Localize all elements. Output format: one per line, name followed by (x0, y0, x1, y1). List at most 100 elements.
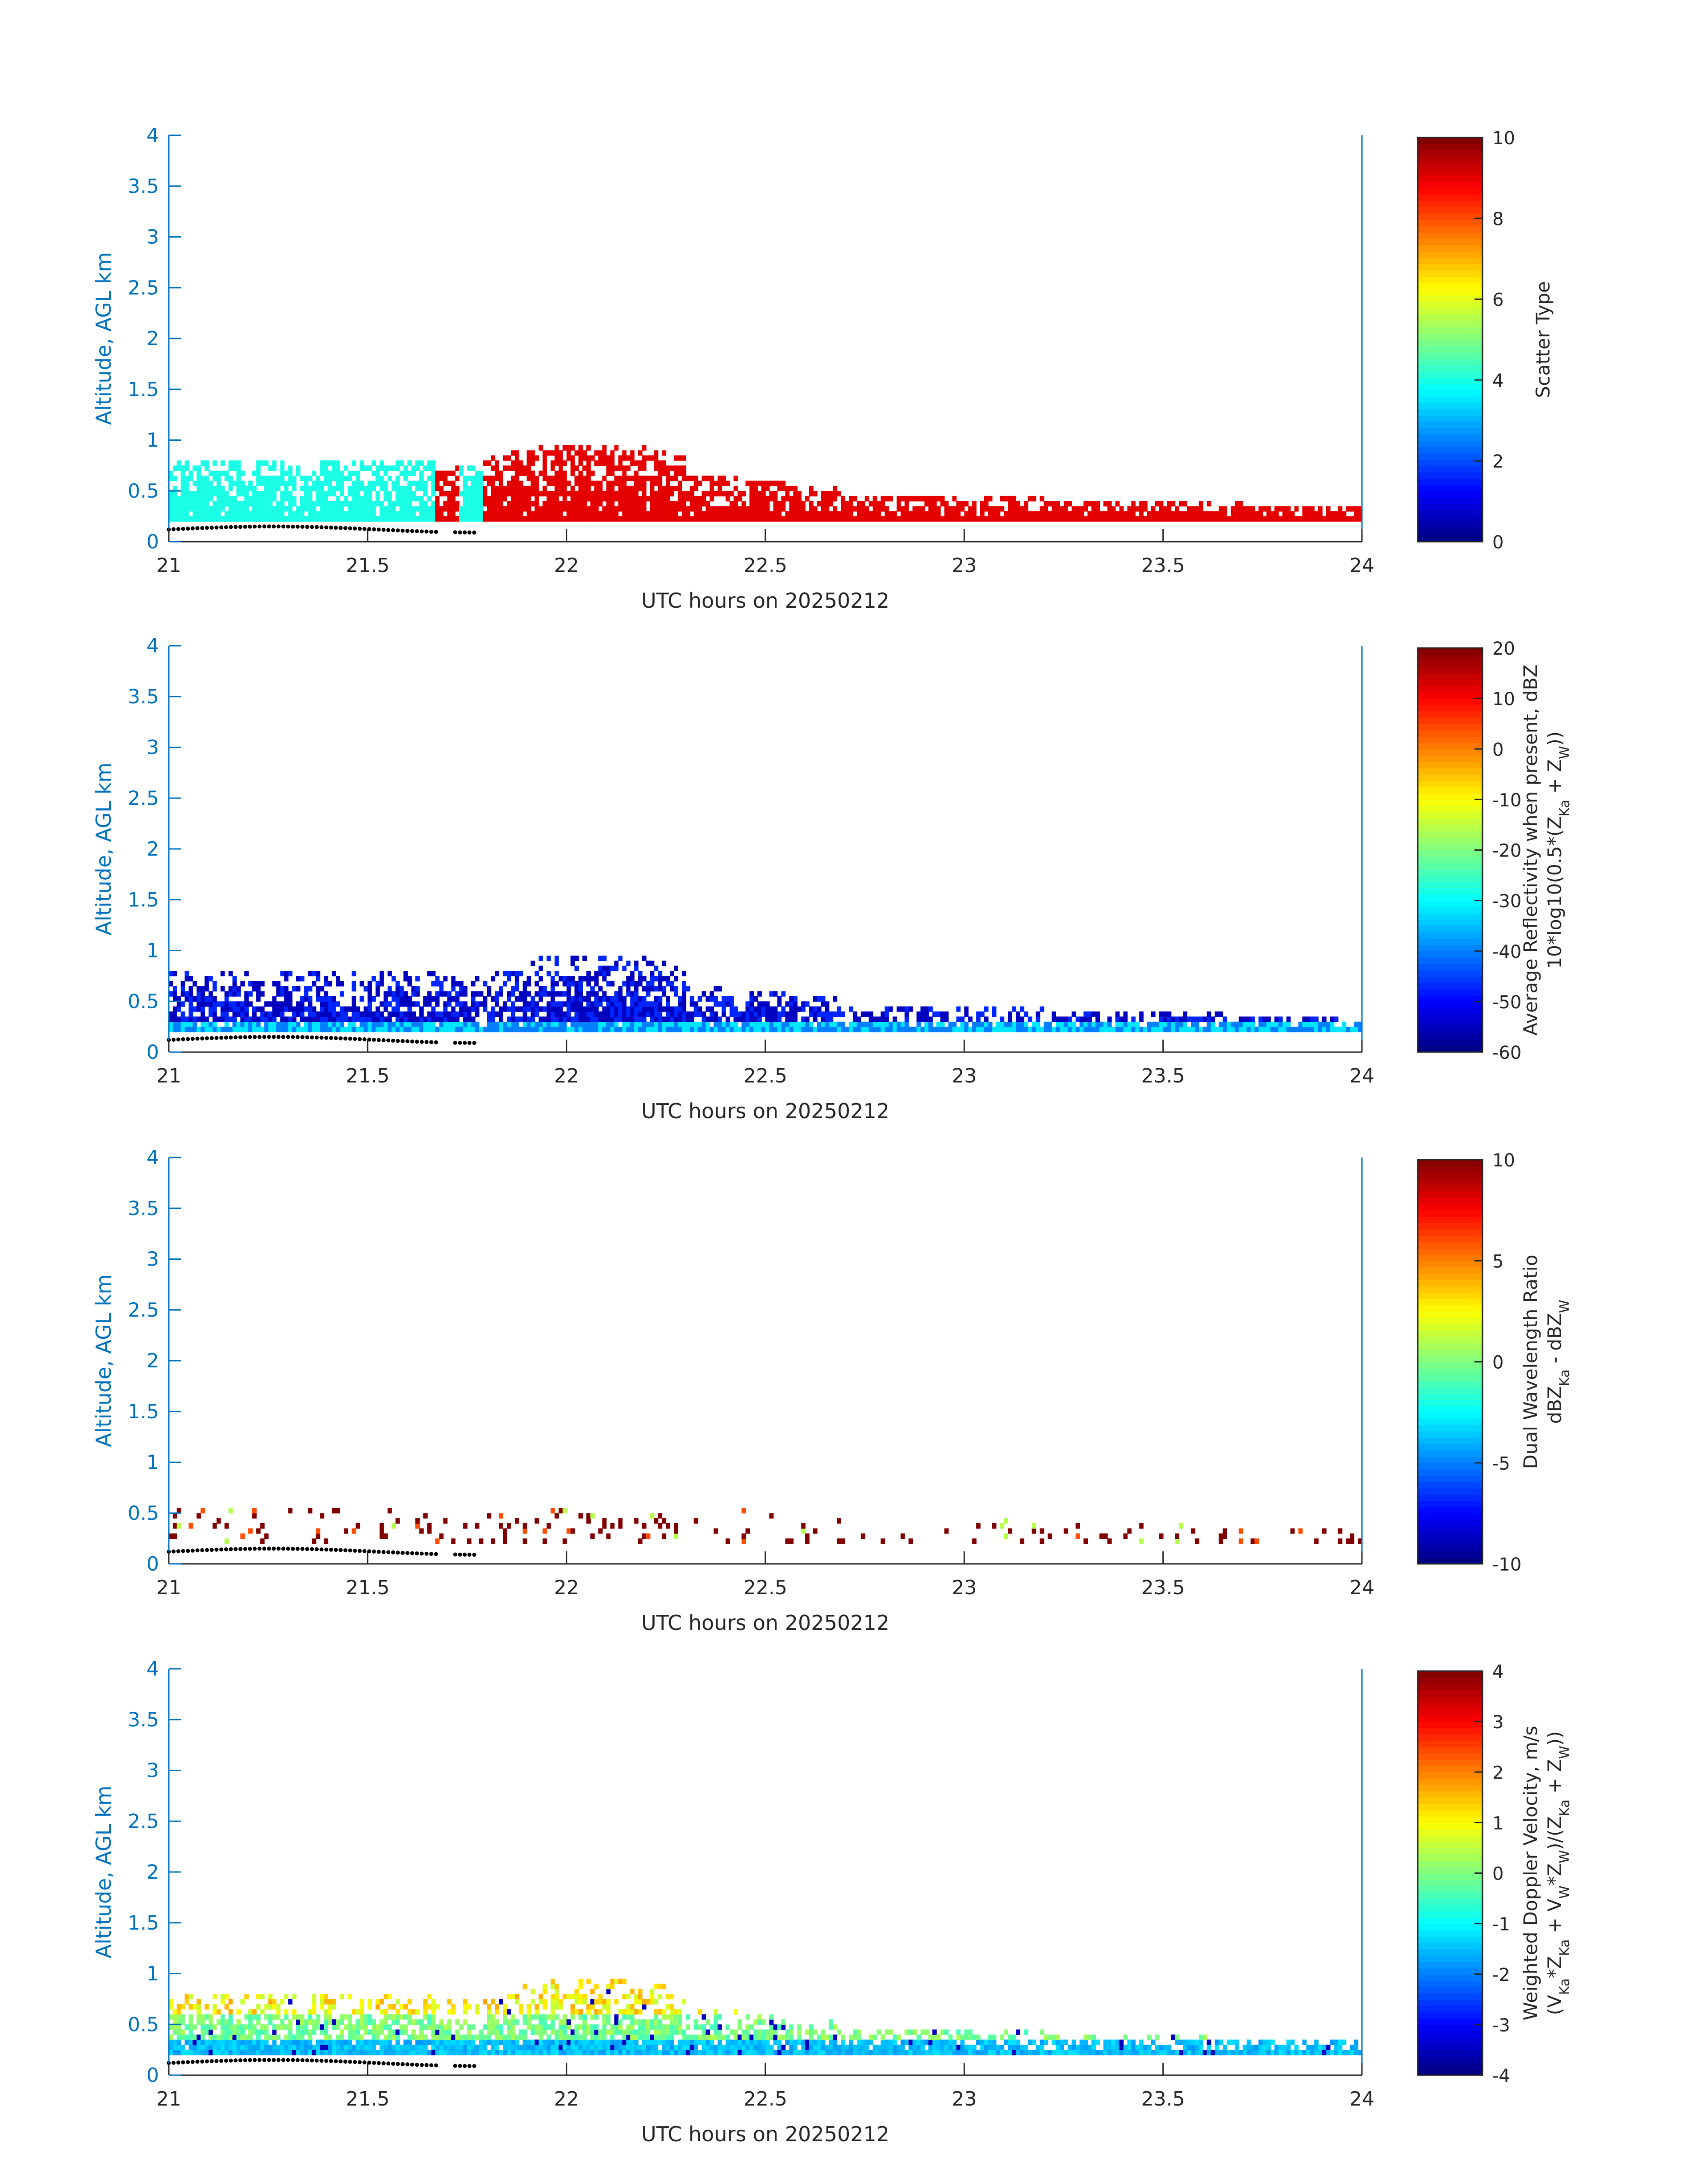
ground-dot (415, 529, 419, 534)
data-cell (562, 1538, 567, 1544)
data-cell (1056, 1016, 1060, 1022)
data-cell (196, 1999, 201, 2005)
data-cell (240, 470, 245, 476)
data-cell (376, 2035, 380, 2040)
data-cell (236, 501, 241, 507)
data-cell (881, 496, 885, 501)
data-cell (205, 2050, 209, 2056)
data-cell (200, 2014, 205, 2020)
data-cell (276, 2004, 281, 2010)
data-cell (554, 511, 559, 517)
data-cell (654, 1006, 659, 1012)
data-cell (308, 476, 313, 481)
data-cell (463, 516, 468, 522)
data-cell (205, 2014, 209, 2020)
data-cell (180, 1016, 185, 1022)
data-cell (1194, 511, 1199, 517)
data-cell (702, 516, 706, 522)
data-cell (547, 501, 551, 507)
data-cell (435, 476, 440, 481)
data-cell (785, 1027, 790, 1032)
data-cell (359, 481, 364, 486)
data-cell (176, 496, 181, 501)
data-cell (188, 470, 193, 476)
data-cell (570, 506, 575, 512)
data-cell (284, 991, 288, 997)
data-cell (522, 2019, 527, 2025)
data-cell (1310, 1016, 1315, 1022)
ground-dots (167, 524, 476, 535)
data-cell (220, 1027, 225, 1032)
data-cell (753, 491, 758, 497)
data-cell (411, 511, 416, 517)
data-cell (741, 516, 746, 522)
data-cell (606, 1021, 611, 1027)
data-cell (543, 491, 547, 497)
data-cell (367, 516, 372, 522)
data-cell (180, 485, 185, 492)
data-cell (1048, 516, 1052, 522)
data-cell (200, 2050, 205, 2056)
data-cell (268, 476, 273, 481)
data-cell (741, 506, 746, 512)
data-cell (1346, 1027, 1351, 1032)
data-cell (427, 2004, 432, 2010)
data-cell (626, 1006, 631, 1012)
data-cell (526, 2024, 531, 2030)
colorbar-swatch (1418, 1444, 1482, 1451)
data-cell (268, 2044, 273, 2050)
data-cell (200, 2024, 205, 2030)
data-cell (403, 501, 408, 507)
data-cell (530, 2024, 535, 2030)
data-cell (586, 981, 591, 986)
data-cell (606, 485, 611, 492)
data-cell (443, 2044, 448, 2050)
data-cell (825, 1021, 830, 1027)
data-cell (467, 476, 472, 481)
ground-dots (167, 1035, 476, 1045)
data-cell (638, 516, 643, 522)
data-cell (224, 2050, 229, 2056)
data-cell (1103, 516, 1108, 522)
data-cell (200, 986, 205, 992)
data-cell (741, 501, 746, 507)
data-cell (280, 516, 285, 522)
ground-dot (319, 525, 324, 530)
ground-dot (358, 1037, 362, 1041)
data-cell (200, 2029, 205, 2035)
data-cell (184, 481, 189, 486)
data-cell (741, 1533, 746, 1539)
data-cell (606, 496, 611, 501)
data-cell (689, 996, 694, 1002)
data-cell (622, 465, 627, 471)
colorbar-tick-label: 2 (1492, 451, 1503, 472)
colorbar-swatch (1418, 781, 1482, 787)
data-cell (1079, 516, 1084, 522)
data-cell (491, 2044, 496, 2050)
data-cell (729, 996, 734, 1002)
data-cell (268, 1994, 273, 2000)
data-cell (248, 991, 253, 997)
data-cell (809, 1027, 814, 1032)
data-cell (180, 2019, 185, 2025)
data-cell (475, 496, 480, 501)
y-tick-label: 0 (146, 531, 159, 553)
colorbar-swatch (1418, 1185, 1482, 1192)
data-cell (507, 2024, 511, 2030)
data-cell (248, 485, 253, 492)
data-cell (387, 491, 392, 497)
colorbar-label: Dual Wavelength Ratio dBZKa - dBZW (1520, 1254, 1573, 1469)
y-axis-label: Altitude, AGL km (92, 1274, 116, 1447)
colorbar-swatch (1418, 365, 1482, 372)
data-cell (932, 511, 937, 517)
data-cell (200, 1016, 205, 1022)
data-cell (674, 1021, 678, 1027)
data-cell (288, 496, 292, 501)
data-cell (757, 1011, 762, 1017)
data-cell (407, 1021, 412, 1027)
data-cell (451, 1006, 456, 1012)
data-cell (948, 506, 953, 512)
ground-dot (396, 1550, 400, 1555)
data-cell (833, 1027, 838, 1032)
data-cell (622, 455, 627, 461)
